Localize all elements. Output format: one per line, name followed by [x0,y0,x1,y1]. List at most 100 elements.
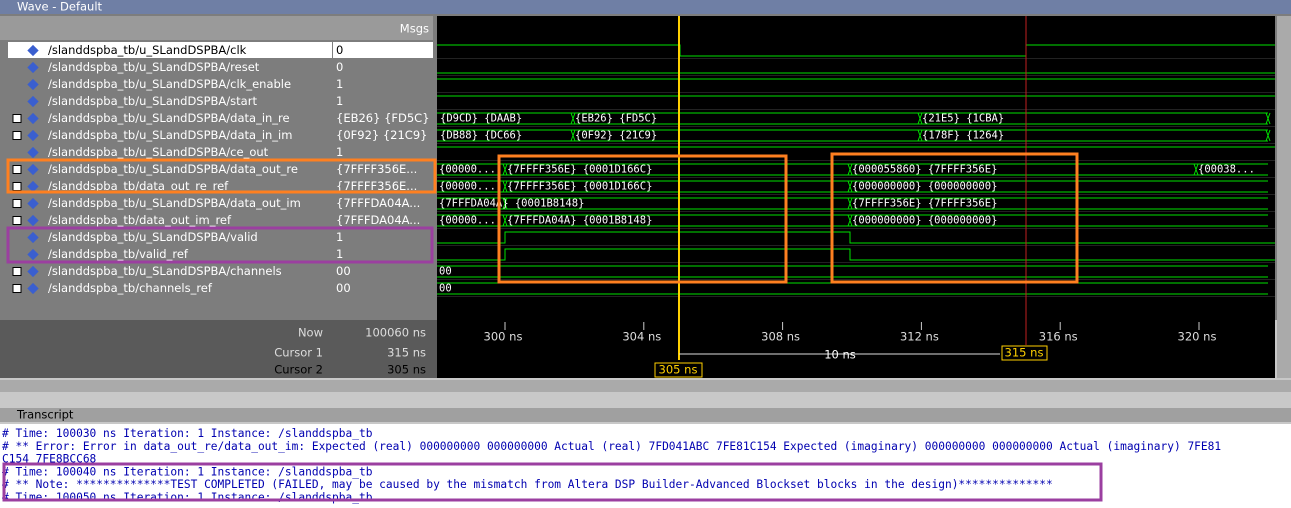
signal-value: {EB26} {FD5C} [336,111,430,125]
signal-name: /slanddspba_tb/u_SLandDSPBA/clk_enable [48,77,291,91]
signal-name: /slanddspba_tb/u_SLandDSPBA/valid [48,230,258,244]
highlight-box [6,158,437,194]
cursor-row-label: Cursor 1 [274,346,323,360]
vertical-scrollbar[interactable] [1277,16,1291,378]
signal-name: /slanddspba_tb/data_out_re_ref [48,179,229,193]
time-tick-label: 316 ns [1039,330,1078,344]
transcript-title-bar [0,408,1291,422]
bus-label: {7FFFF356E} {0001D166C} [507,164,652,176]
signal-name: /slanddspba_tb/valid_ref [48,247,189,261]
signal-value: 1 [336,77,343,91]
bus-label: {00038... [1198,164,1255,176]
expand-button [12,284,22,293]
signal-name: /slanddspba_tb/u_SLandDSPBA/data_in_re [48,111,290,125]
cursor-flag-label: 305 ns [659,363,698,377]
signal-value: 00 [336,281,351,295]
name-header [0,16,333,40]
time-axis-area [437,320,1275,378]
selected-value [333,42,433,58]
horizontal-scrollbar[interactable] [0,380,1291,392]
cursor-row-label: Now [298,326,323,340]
signal-value: {0F92} {21C9} [336,128,427,142]
bus-label: {21E5} {1CBA} [922,113,1004,125]
cursor-flag-label: 315 ns [1005,346,1044,360]
wave [437,248,1275,261]
signal-name: /slanddspba_tb/u_SLandDSPBA/ce_out [48,145,269,159]
bus-wave [437,129,1271,142]
bus-wave [437,197,1268,210]
highlight-box [2,462,1103,502]
bus-label: {00000... [439,164,496,176]
transcript-line: # ** Note: **************TEST COMPLETED … [2,478,1053,491]
transcript-panel [0,424,1291,508]
time-tick-label: 300 ns [484,330,523,344]
bus-label: {000000000} {000000000} [852,181,997,193]
expand-button [12,199,22,208]
transcript-line: # ** Error: Error in data_out_re/data_ou… [2,440,1221,453]
signal-name: /slanddspba_tb/channels_ref [48,281,213,295]
cursor-row-label: Cursor 2 [274,363,323,377]
wave [437,231,1275,244]
bus-label: {000055860} {7FFFF356E} [852,164,997,176]
signal-value: {7FFFF356E... [336,179,417,193]
transcript-line: # Time: 100030 ns Iteration: 1 Instance:… [2,427,373,440]
expand-button [12,114,22,123]
expand-button [12,182,22,191]
signal-name: /slanddspba_tb/u_SLandDSPBA/channels [48,264,282,278]
bus-label: 00 [439,266,452,278]
signal-name: /slanddspba_tb/u_SLandDSPBA/data_out_im [48,196,301,210]
bus-label: {0F92} {21C9} [575,130,657,142]
signal-value: {7FFFDA04A... [336,196,420,210]
signal-value: 0 [336,43,343,57]
highlight-box [830,152,1079,284]
bus-label: {00000... [439,181,496,193]
cursor-row-value: 305 ns [387,363,426,377]
signal-name: /slanddspba_tb/data_out_im_ref [48,213,232,227]
time-tick-label: 308 ns [761,330,800,344]
signal-value: 0 [336,60,343,74]
title-bar [0,0,1291,14]
transcript-line: C154 7FE8BCC68 [2,453,97,466]
expand-button [12,165,22,174]
signal-name: /slanddspba_tb/u_SLandDSPBA/start [48,94,257,108]
time-tick-label: 320 ns [1178,330,1217,344]
bus-wave [437,163,1268,176]
bus-label: {000000000} {000000000} [852,215,997,227]
bus-label: {DB88} {DC66} [440,130,522,142]
signal-value: {7FFFDA04A... [336,213,420,227]
signal-value: 1 [336,247,343,261]
msgs-header [333,16,433,40]
expand-button [12,267,22,276]
signal-value: 00 [336,264,351,278]
signal-value: 1 [336,230,343,244]
bus-label: {7FFFF356E} {7FFFF356E} [852,198,997,210]
transcript-line: # Time: 100050 ns Iteration: 1 Instance:… [2,491,373,504]
bus-label: 00 [439,283,452,295]
signal-value: 1 [336,94,343,108]
bus-wave [437,112,1271,125]
highlight-box [497,154,788,284]
wave-area [437,16,1275,320]
highlight-box [6,226,434,264]
signal-name: /slanddspba_tb/u_SLandDSPBA/clk [48,43,247,57]
bus-label: {178F} {1264} [922,130,1004,142]
expand-button [12,131,22,140]
bus-wave [437,214,1268,227]
cursor-row-value: 315 ns [387,346,426,360]
time-tick-label: 312 ns [900,330,939,344]
signal-value: 1 [336,145,343,159]
bus-label: {EB26} {FD5C} [575,113,657,125]
cursor-flag [1001,345,1048,361]
signal-value: {7FFFF356E... [336,162,417,176]
bus-label: {7FFFDA04A} {0001B8148} [507,215,652,227]
window-title: Wave - Default [17,0,103,14]
cursor-panel [0,320,437,378]
signal-name: /slanddspba_tb/u_SLandDSPBA/reset [48,60,260,74]
selected-row [8,42,332,58]
bus-label: {D9CD} {DAAB} [440,113,522,125]
delta-label: 10 ns [824,348,856,362]
bus-wave [437,265,1268,278]
transcript-title: Transcript [16,408,74,422]
